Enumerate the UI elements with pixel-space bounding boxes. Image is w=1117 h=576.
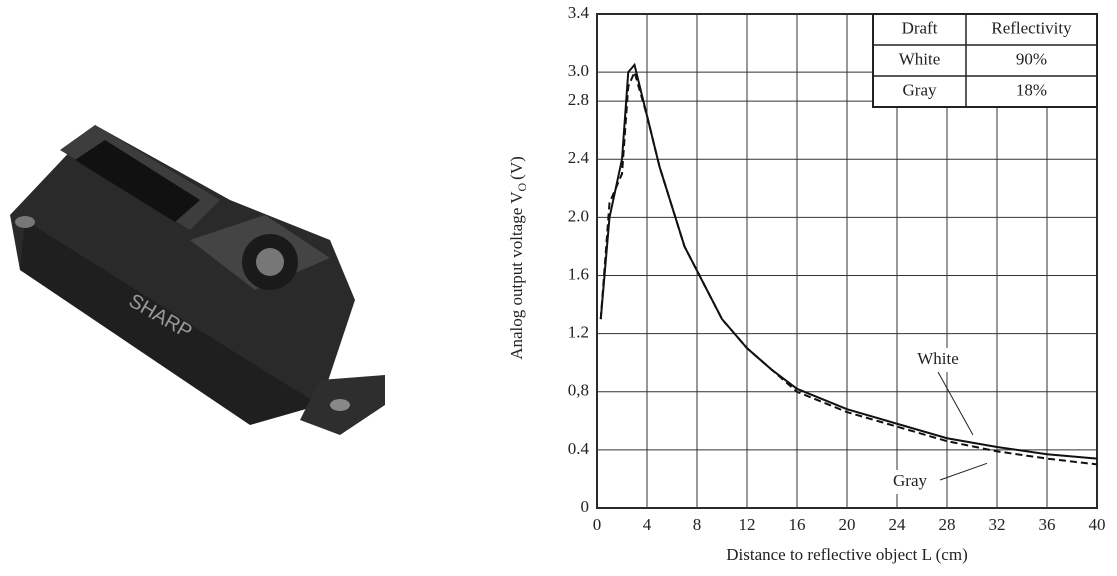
y-tick-label: 3.4 — [568, 3, 590, 22]
chart: 0 0.4 0,8 1.2 1.6 2.0 2.4 2.8 3.0 3.4 0 4 8 12 16 20 24 2… — [507, 3, 1106, 564]
leader-line — [938, 372, 973, 435]
y-tick-label: 0,8 — [568, 381, 589, 400]
x-tick-label: 28 — [939, 515, 956, 534]
x-tick-label: 24 — [889, 515, 907, 534]
x-tick-label: 16 — [789, 515, 806, 534]
line-series — [601, 65, 1097, 459]
x-tick-label: 0 — [593, 515, 602, 534]
x-tick-label: 32 — [989, 515, 1006, 534]
y-tick-label: 1.6 — [568, 264, 589, 283]
x-tick-label: 8 — [693, 515, 702, 534]
series-label: Gray — [893, 471, 927, 490]
table-cell: 90% — [1016, 49, 1047, 68]
x-tick-label: 4 — [643, 515, 652, 534]
y-tick-label: 2.0 — [568, 206, 589, 225]
table-cell: 18% — [1016, 80, 1047, 99]
table-header: Reflectivity — [991, 18, 1072, 37]
x-tick-label: 36 — [1039, 515, 1056, 534]
y-tick-label: 3.0 — [568, 61, 589, 80]
sensor-photo: SHARP — [10, 125, 385, 435]
y-axis-title-part: Analog output voltage V — [507, 191, 526, 360]
table-cell: White — [899, 49, 941, 68]
y-tick-label: 0 — [581, 497, 590, 516]
line-series — [601, 72, 1097, 464]
x-tick-label: 40 — [1089, 515, 1106, 534]
y-axis-title-part: O — [515, 183, 529, 192]
y-tick-label: 0.4 — [568, 439, 590, 458]
page: SHARP 0 0.4 0,8 1.2 1.6 2.0 2.4 2.8 3.0 3.4 0 4 8 12 1… — [0, 0, 1117, 576]
table-cell: Gray — [903, 80, 937, 99]
table-header: Draft — [902, 18, 938, 37]
y-axis-title: Analog output voltage VO (V) — [507, 156, 529, 360]
x-axis-title: Distance to reflective object L (cm) — [726, 545, 968, 564]
series-label: White — [917, 349, 959, 368]
y-axis-title-part: (V) — [507, 156, 526, 180]
y-tick-label: 2.8 — [568, 90, 589, 109]
x-tick-label: 12 — [739, 515, 756, 534]
y-tick-label: 2.4 — [568, 148, 590, 167]
y-tick-label: 1.2 — [568, 323, 589, 342]
x-tick-label: 20 — [839, 515, 856, 534]
